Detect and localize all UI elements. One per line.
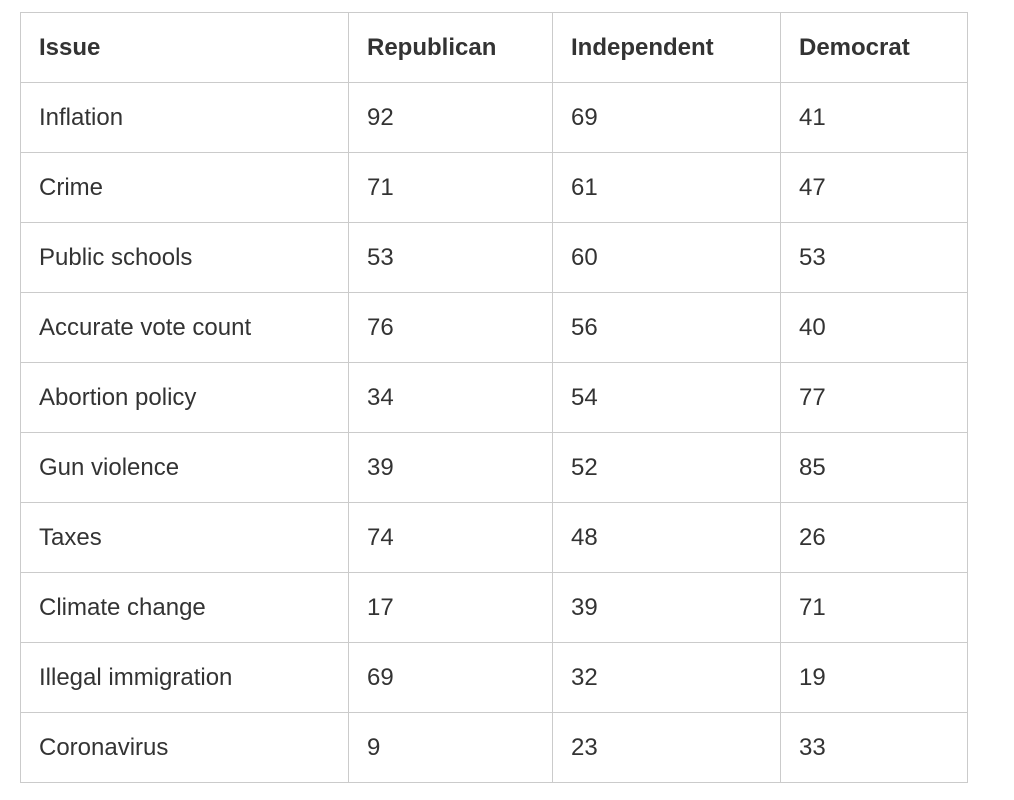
value-cell: 69 [552,82,781,153]
issue-cell: Inflation [20,82,349,153]
issue-cell: Gun violence [20,432,349,503]
table-row: Climate change 17 39 71 [20,572,968,643]
value-cell: 77 [780,362,968,433]
issue-cell: Accurate vote count [20,292,349,363]
table-body: Inflation 92 69 41 Crime 71 61 47 Public schools… [20,82,968,783]
value-cell: 56 [552,292,781,363]
table-row: Abortion policy 34 54 77 [20,362,968,433]
issue-cell: Public schools [20,222,349,293]
value-cell: 34 [348,362,553,433]
issue-cell: Crime [20,152,349,223]
value-cell: 17 [348,572,553,643]
value-cell: 69 [348,642,553,713]
value-cell: 71 [348,152,553,223]
table-row: Inflation 92 69 41 [20,82,968,153]
value-cell: 71 [780,572,968,643]
column-header-issue: Issue [20,12,349,83]
value-cell: 47 [780,152,968,223]
value-cell: 19 [780,642,968,713]
value-cell: 92 [348,82,553,153]
value-cell: 39 [552,572,781,643]
table-header-row: Issue Republican Independent Democrat [20,12,968,83]
table-row: Public schools 53 60 53 [20,222,968,293]
value-cell: 39 [348,432,553,503]
value-cell: 41 [780,82,968,153]
value-cell: 54 [552,362,781,433]
table-row: Coronavirus 9 23 33 [20,712,968,783]
column-header-independent: Independent [552,12,781,83]
value-cell: 9 [348,712,553,783]
value-cell: 32 [552,642,781,713]
issue-cell: Climate change [20,572,349,643]
issue-cell: Taxes [20,502,349,573]
value-cell: 52 [552,432,781,503]
value-cell: 85 [780,432,968,503]
table-row: Illegal immigration 69 32 19 [20,642,968,713]
value-cell: 53 [348,222,553,293]
value-cell: 23 [552,712,781,783]
table-row: Gun violence 39 52 85 [20,432,968,503]
value-cell: 60 [552,222,781,293]
value-cell: 40 [780,292,968,363]
value-cell: 61 [552,152,781,223]
value-cell: 74 [348,502,553,573]
table-row: Accurate vote count 76 56 40 [20,292,968,363]
value-cell: 33 [780,712,968,783]
column-header-democrat: Democrat [780,12,968,83]
issues-table-container: Issue Republican Independent Democrat Infla… [20,12,968,783]
issues-priority-table: Issue Republican Independent Democrat Infla… [20,12,968,783]
table-row: Crime 71 61 47 [20,152,968,223]
column-header-republican: Republican [348,12,553,83]
value-cell: 53 [780,222,968,293]
value-cell: 48 [552,502,781,573]
issue-cell: Abortion policy [20,362,349,433]
table-row: Taxes 74 48 26 [20,502,968,573]
value-cell: 26 [780,502,968,573]
issue-cell: Illegal immigration [20,642,349,713]
value-cell: 76 [348,292,553,363]
issue-cell: Coronavirus [20,712,349,783]
